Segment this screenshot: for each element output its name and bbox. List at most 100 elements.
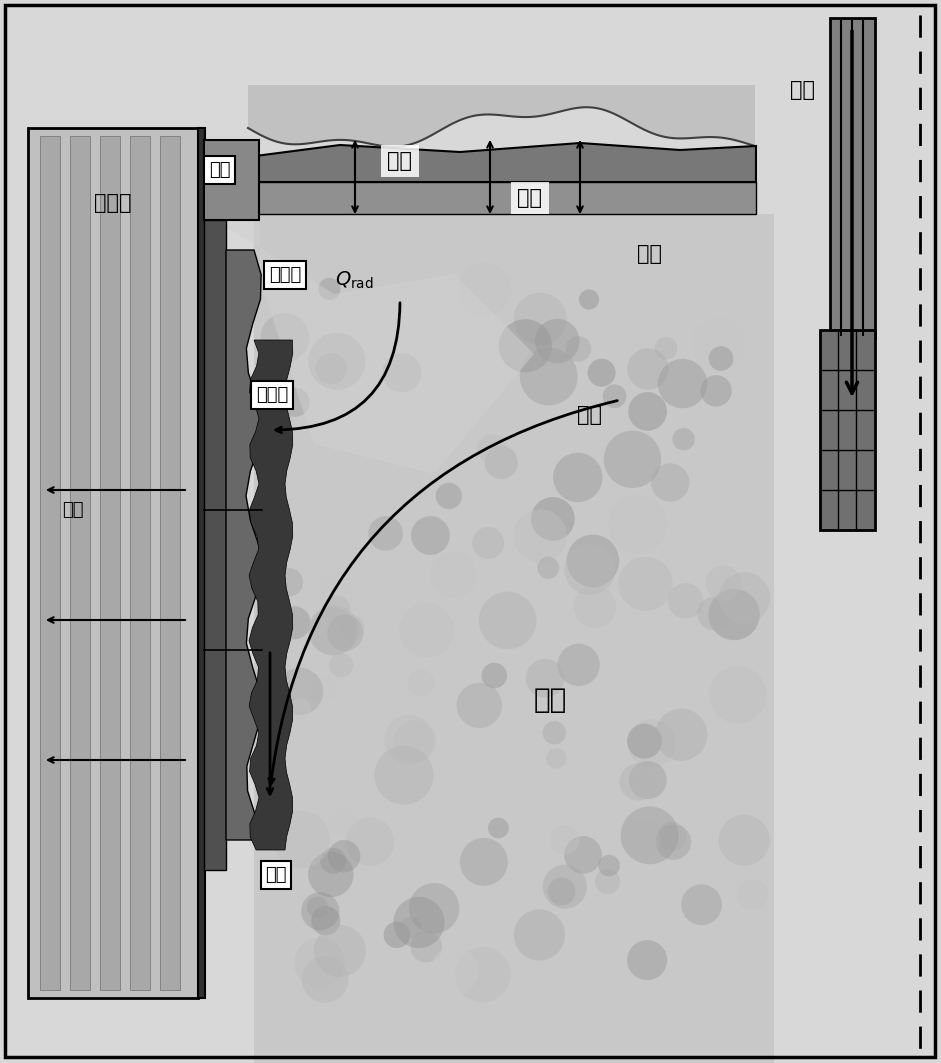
- Circle shape: [710, 667, 767, 724]
- Circle shape: [656, 825, 692, 860]
- Text: 钢水: 钢水: [534, 686, 566, 714]
- Polygon shape: [226, 250, 262, 840]
- Circle shape: [627, 940, 667, 980]
- Text: 结晶器: 结晶器: [94, 193, 132, 213]
- Circle shape: [430, 946, 479, 995]
- Circle shape: [409, 883, 459, 933]
- Bar: [70, 136, 90, 990]
- Circle shape: [289, 698, 311, 720]
- Circle shape: [329, 653, 354, 677]
- Circle shape: [719, 572, 770, 623]
- Circle shape: [691, 317, 744, 371]
- Circle shape: [436, 323, 460, 349]
- Circle shape: [309, 605, 359, 655]
- Text: 粉渣: 粉渣: [388, 151, 412, 171]
- Circle shape: [479, 592, 536, 649]
- Circle shape: [384, 922, 410, 948]
- Circle shape: [627, 724, 662, 759]
- Circle shape: [668, 583, 703, 619]
- Text: 坯壳: 坯壳: [265, 866, 287, 884]
- Bar: [130, 136, 150, 990]
- Circle shape: [529, 745, 574, 791]
- Circle shape: [565, 836, 602, 874]
- Circle shape: [382, 353, 422, 392]
- Circle shape: [543, 864, 587, 909]
- Circle shape: [318, 277, 341, 300]
- Text: 水槽: 水槽: [62, 501, 84, 519]
- Circle shape: [273, 811, 330, 868]
- Circle shape: [393, 720, 436, 762]
- Circle shape: [655, 709, 708, 761]
- Circle shape: [477, 435, 506, 463]
- Circle shape: [609, 495, 667, 554]
- Circle shape: [323, 731, 373, 781]
- Circle shape: [322, 595, 351, 624]
- Circle shape: [399, 603, 455, 658]
- Text: 水口: 水口: [790, 80, 815, 100]
- Circle shape: [368, 517, 403, 551]
- Circle shape: [488, 817, 509, 839]
- Circle shape: [579, 289, 599, 309]
- Circle shape: [619, 763, 657, 800]
- Circle shape: [531, 497, 575, 541]
- Bar: [830, 18, 875, 338]
- Circle shape: [308, 851, 354, 897]
- Circle shape: [276, 668, 324, 715]
- Circle shape: [603, 385, 627, 408]
- Bar: [198, 128, 205, 998]
- Circle shape: [566, 336, 591, 361]
- Circle shape: [280, 387, 310, 417]
- Circle shape: [719, 814, 770, 866]
- Bar: [40, 136, 60, 990]
- Circle shape: [320, 847, 346, 874]
- Circle shape: [411, 517, 450, 555]
- Circle shape: [519, 348, 578, 405]
- Circle shape: [709, 589, 759, 640]
- Circle shape: [440, 742, 472, 774]
- Text: 固渣膜: 固渣膜: [269, 266, 301, 284]
- Polygon shape: [205, 140, 756, 182]
- Circle shape: [278, 606, 311, 639]
- Circle shape: [557, 643, 599, 686]
- Circle shape: [309, 333, 365, 390]
- Circle shape: [455, 947, 511, 1002]
- Circle shape: [681, 884, 722, 925]
- Circle shape: [694, 753, 726, 783]
- Circle shape: [268, 423, 294, 449]
- Circle shape: [328, 809, 357, 837]
- Bar: [254, 214, 774, 1063]
- Circle shape: [700, 375, 732, 406]
- Circle shape: [339, 614, 364, 641]
- Text: 渣圈: 渣圈: [209, 161, 231, 179]
- Circle shape: [393, 897, 444, 948]
- Circle shape: [275, 568, 303, 596]
- Text: 烧结: 烧结: [518, 188, 543, 208]
- Circle shape: [595, 870, 620, 894]
- Circle shape: [301, 892, 340, 930]
- Circle shape: [553, 453, 602, 502]
- Circle shape: [307, 897, 328, 917]
- Circle shape: [482, 662, 507, 689]
- Circle shape: [458, 263, 511, 316]
- Circle shape: [673, 428, 694, 451]
- Circle shape: [651, 463, 690, 502]
- Circle shape: [328, 840, 360, 873]
- Circle shape: [514, 909, 565, 961]
- Circle shape: [311, 675, 337, 703]
- Circle shape: [621, 807, 678, 864]
- Circle shape: [697, 597, 730, 630]
- Text: $Q_\mathrm{rad}$: $Q_\mathrm{rad}$: [335, 269, 374, 290]
- Circle shape: [407, 670, 435, 696]
- Circle shape: [573, 586, 616, 628]
- Circle shape: [621, 819, 661, 858]
- Circle shape: [431, 552, 477, 597]
- Circle shape: [655, 337, 678, 359]
- Circle shape: [514, 292, 566, 345]
- Circle shape: [548, 878, 576, 906]
- Bar: [820, 330, 875, 530]
- Circle shape: [294, 938, 344, 988]
- Circle shape: [311, 906, 341, 935]
- Circle shape: [628, 349, 669, 390]
- Circle shape: [658, 359, 708, 408]
- Circle shape: [308, 775, 331, 798]
